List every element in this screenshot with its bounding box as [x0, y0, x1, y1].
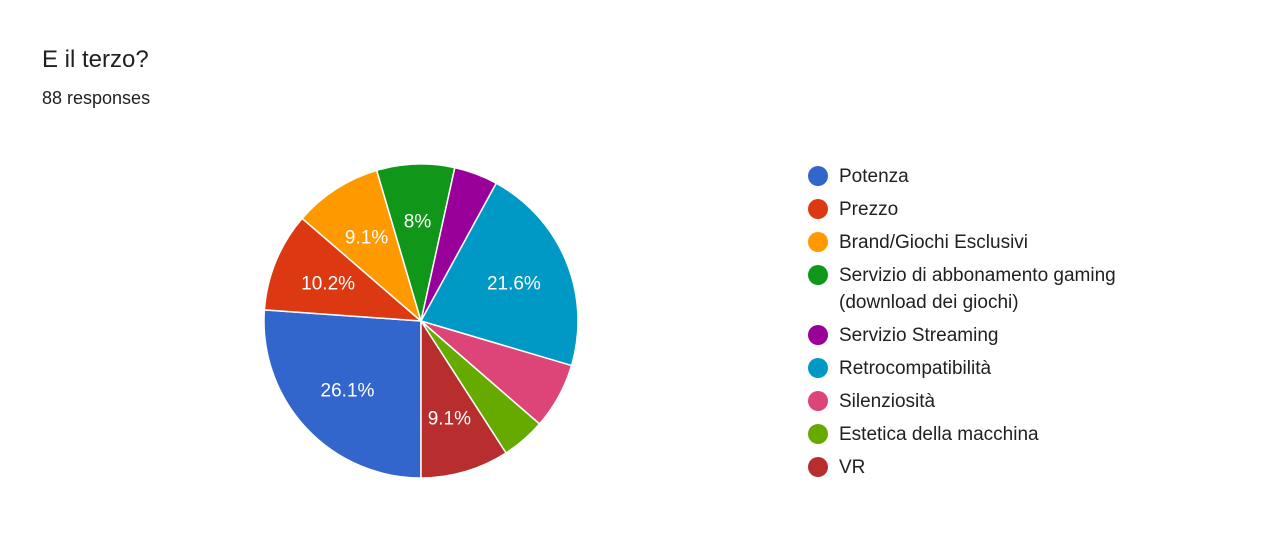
- slice-data-label-8: 9.1%: [428, 408, 471, 429]
- legend-label-5: Retrocompatibilità: [839, 358, 992, 379]
- legend-item-2[interactable]: Brand/Giochi Esclusivi: [808, 229, 1228, 262]
- pie-slice-2[interactable]: [301, 169, 422, 322]
- legend-swatch-1: [808, 199, 828, 219]
- legend-item-1[interactable]: Prezzo: [808, 196, 1228, 229]
- slice-data-label-1: 10.2%: [301, 274, 355, 295]
- legend-item-0[interactable]: Potenza: [808, 163, 1228, 196]
- legend-swatch-8: [808, 457, 828, 477]
- legend-item-7[interactable]: Estetica della macchina: [808, 421, 1228, 454]
- response-count: 88 responses: [42, 88, 151, 108]
- legend-item-5[interactable]: Retrocompatibilità: [808, 355, 1228, 388]
- legend-label-4: Servizio Streaming: [839, 325, 999, 346]
- pie-slice-8[interactable]: [420, 320, 507, 479]
- legend-swatch-0: [808, 166, 828, 186]
- slice-data-label-2: 9.1%: [345, 228, 388, 249]
- legend-label-0: Potenza: [839, 166, 909, 187]
- slice-data-label-5: 21.6%: [487, 274, 541, 295]
- legend-swatch-3: [808, 265, 828, 285]
- legend-label-3: Servizio di abbonamento gaming (download…: [839, 265, 1116, 313]
- chart-legend: Potenza Prezzo Brand/Giochi Esclusivi Servi…: [808, 163, 1228, 487]
- legend-swatch-5: [808, 358, 828, 378]
- legend-label-7: Estetica della macchina: [839, 424, 1039, 445]
- pie-slice-5[interactable]: [420, 182, 579, 367]
- legend-item-4[interactable]: Servizio Streaming: [808, 322, 1228, 355]
- legend-label-6: Silenziosità: [839, 391, 936, 412]
- slice-data-label-3: 8%: [404, 212, 432, 233]
- legend-swatch-2: [808, 232, 828, 252]
- legend-swatch-4: [808, 325, 828, 345]
- slice-data-label-0: 26.1%: [321, 380, 375, 401]
- legend-label-1: Prezzo: [839, 199, 899, 220]
- pie-slice-1[interactable]: [263, 217, 422, 322]
- legend-label-8: VR: [839, 457, 866, 478]
- legend-item-8[interactable]: VR: [808, 454, 1228, 487]
- legend-swatch-6: [808, 391, 828, 411]
- legend-item-3[interactable]: Servizio di abbonamento gaming (download…: [808, 262, 1228, 322]
- legend-label-2: Brand/Giochi Esclusivi: [839, 232, 1029, 253]
- legend-item-6[interactable]: Silenziosità: [808, 388, 1228, 421]
- chart-title: E il terzo?: [42, 46, 149, 73]
- legend-swatch-7: [808, 424, 828, 444]
- pie-slice-0[interactable]: [263, 309, 422, 479]
